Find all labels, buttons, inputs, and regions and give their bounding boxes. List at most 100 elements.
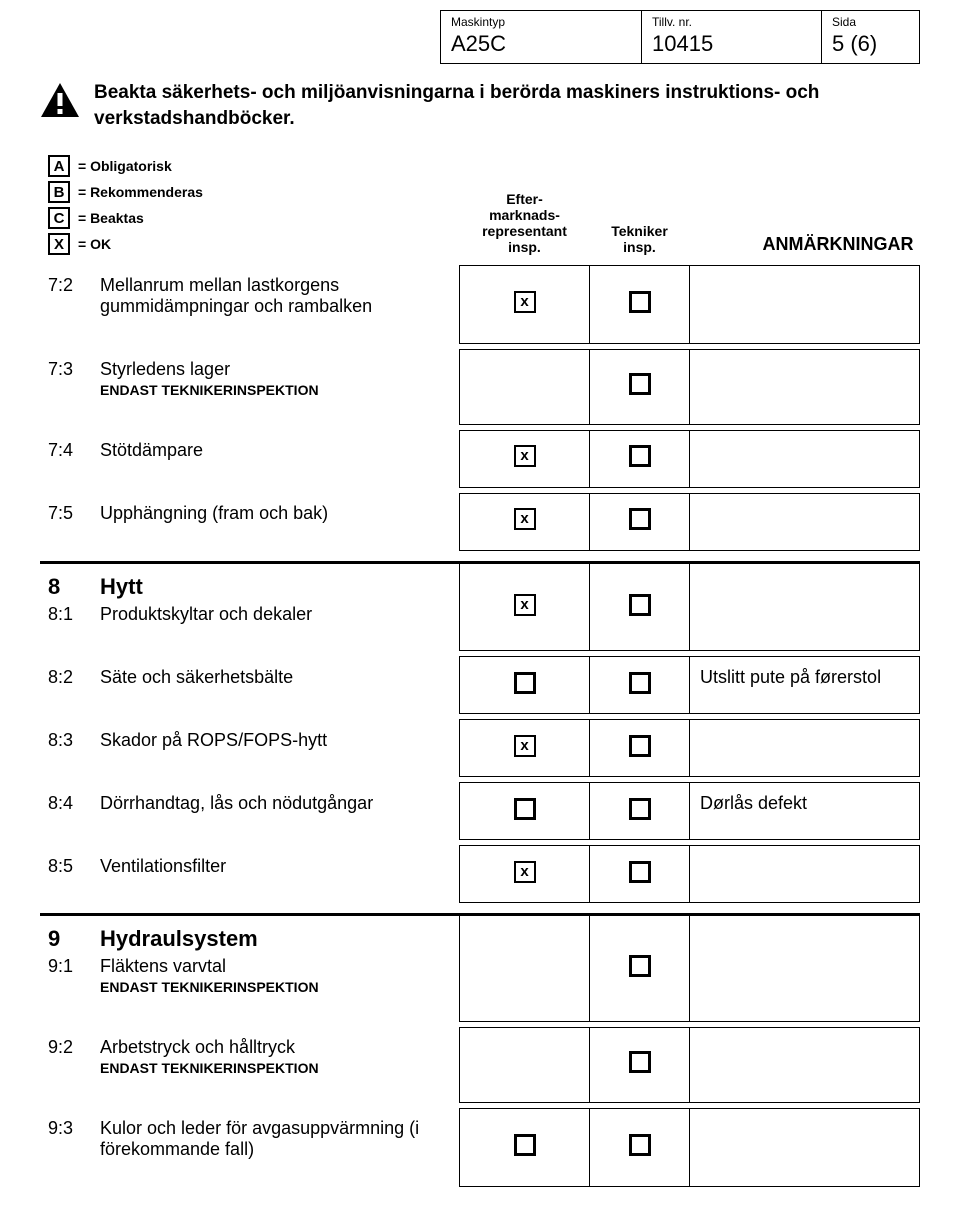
checkbox-empty-icon (629, 373, 651, 395)
row-desc: 8:4Dörrhandtag, lås och nödutgångar (40, 783, 460, 840)
sida-value: 5 (6) (832, 29, 909, 57)
inspection-table: A = Obligatorisk B = Rekommenderas C = B… (40, 149, 920, 1192)
checkbox-empty-icon (629, 735, 651, 757)
row-tek (590, 720, 690, 777)
row-note (690, 720, 920, 777)
checkbox-x-icon (514, 861, 536, 883)
row-desc: 7:3Styrledens lagerENDAST TEKNIKERINSPEK… (40, 349, 460, 424)
table-row: 8Hytt8:1Produktskyltar och dekaler (40, 562, 920, 651)
legend-letter-b: B (48, 181, 70, 203)
tillvnr-value: 10415 (652, 29, 811, 57)
row-tek (590, 846, 690, 903)
col-header-note: ANMÄRKNINGAR (690, 149, 920, 265)
row-desc: 7:2Mellanrum mellan lastkorgens gummidäm… (40, 265, 460, 343)
col-header-tek: Tekniker insp. (590, 149, 690, 265)
row-desc: 8:2Säte och säkerhetsbälte (40, 657, 460, 714)
row-efter (460, 349, 590, 424)
row-note (690, 349, 920, 424)
row-efter (460, 1108, 590, 1186)
table-row: 8:4Dörrhandtag, lås och nödutgångar Dørlå… (40, 783, 920, 840)
checkbox-x-icon (514, 594, 536, 616)
row-efter (460, 783, 590, 840)
table-row: 8:5Ventilationsfilter (40, 846, 920, 903)
table-row: 7:2Mellanrum mellan lastkorgens gummidäm… (40, 265, 920, 343)
legend-row-a: A = Obligatorisk (48, 155, 400, 177)
table-row: 7:5Upphängning (fram och bak) (40, 493, 920, 550)
header-box: Maskintyp A25C Tillv. nr. 10415 Sida 5 (… (440, 10, 920, 64)
row-tek (590, 349, 690, 424)
row-tek (590, 562, 690, 651)
row-efter (460, 915, 590, 1022)
row-efter (460, 1027, 590, 1102)
checkbox-empty-icon (629, 445, 651, 467)
checkbox-x-icon (514, 735, 536, 757)
row-efter (460, 493, 590, 550)
row-note (690, 493, 920, 550)
checkbox-x-icon (514, 445, 536, 467)
row-desc: 8:5Ventilationsfilter (40, 846, 460, 903)
maskintyp-label: Maskintyp (451, 15, 631, 29)
row-efter (460, 430, 590, 487)
legend: A = Obligatorisk B = Rekommenderas C = B… (40, 149, 400, 265)
row-tek (590, 493, 690, 550)
col-header-efter: Efter- marknads- representant insp. (460, 149, 590, 265)
sida-label: Sida (832, 15, 909, 29)
checkbox-empty-icon (629, 798, 651, 820)
row-desc: 7:4Stötdämpare (40, 430, 460, 487)
tillvnr-label: Tillv. nr. (652, 15, 811, 29)
warning-text: Beakta säkerhets- och miljöanvisningarna… (94, 80, 920, 131)
checkbox-empty-icon (514, 1134, 536, 1156)
row-efter (460, 720, 590, 777)
table-row: 9Hydraulsystem9:1Fläktens varvtalENDAST … (40, 915, 920, 1022)
table-row: 8:2Säte och säkerhetsbälte Utslitt pute p… (40, 657, 920, 714)
legend-letter-x: X (48, 233, 70, 255)
legend-row-x: X = OK (48, 233, 400, 255)
checkbox-empty-icon (629, 1134, 651, 1156)
legend-text-x: = OK (78, 236, 111, 252)
legend-text-a: = Obligatorisk (78, 158, 172, 174)
legend-text-b: = Rekommenderas (78, 184, 203, 200)
header-cell-sida: Sida 5 (6) (821, 11, 919, 63)
table-row: 8:3Skador på ROPS/FOPS-hytt (40, 720, 920, 777)
warning-icon (40, 82, 80, 118)
checkbox-empty-icon (629, 508, 651, 530)
row-efter (460, 657, 590, 714)
row-efter (460, 562, 590, 651)
row-note (690, 1108, 920, 1186)
table-row: 7:4Stötdämpare (40, 430, 920, 487)
maskintyp-value: A25C (451, 29, 631, 57)
row-tek (590, 1027, 690, 1102)
table-row: 9:2Arbetstryck och hålltryckENDAST TEKNI… (40, 1027, 920, 1102)
legend-text-c: = Beaktas (78, 210, 144, 226)
row-desc: 7:5Upphängning (fram och bak) (40, 493, 460, 550)
row-tek (590, 783, 690, 840)
warning-row: Beakta säkerhets- och miljöanvisningarna… (40, 80, 920, 131)
legend-letter-c: C (48, 207, 70, 229)
row-desc: 8Hytt8:1Produktskyltar och dekaler (40, 562, 460, 651)
row-desc: 8:3Skador på ROPS/FOPS-hytt (40, 720, 460, 777)
row-efter (460, 846, 590, 903)
checkbox-empty-icon (629, 955, 651, 977)
checkbox-empty-icon (629, 1051, 651, 1073)
row-note (690, 562, 920, 651)
checkbox-empty-icon (629, 594, 651, 616)
row-note: Dørlås defekt (690, 783, 920, 840)
row-note (690, 265, 920, 343)
legend-row-c: C = Beaktas (48, 207, 400, 229)
checkbox-x-icon (514, 508, 536, 530)
row-tek (590, 1108, 690, 1186)
checkbox-empty-icon (629, 861, 651, 883)
table-row: 7:3Styrledens lagerENDAST TEKNIKERINSPEK… (40, 349, 920, 424)
header-cell-tillvnr: Tillv. nr. 10415 (641, 11, 821, 63)
row-tek (590, 915, 690, 1022)
checkbox-x-icon (514, 291, 536, 313)
checkbox-empty-icon (629, 291, 651, 313)
header-cell-maskintyp: Maskintyp A25C (441, 11, 641, 63)
row-note (690, 915, 920, 1022)
table-row: 9:3Kulor och leder för avgasuppvärmning … (40, 1108, 920, 1186)
table-header-row: A = Obligatorisk B = Rekommenderas C = B… (40, 149, 920, 265)
legend-letter-a: A (48, 155, 70, 177)
row-tek (590, 657, 690, 714)
row-tek (590, 430, 690, 487)
row-note: Utslitt pute på førerstol (690, 657, 920, 714)
